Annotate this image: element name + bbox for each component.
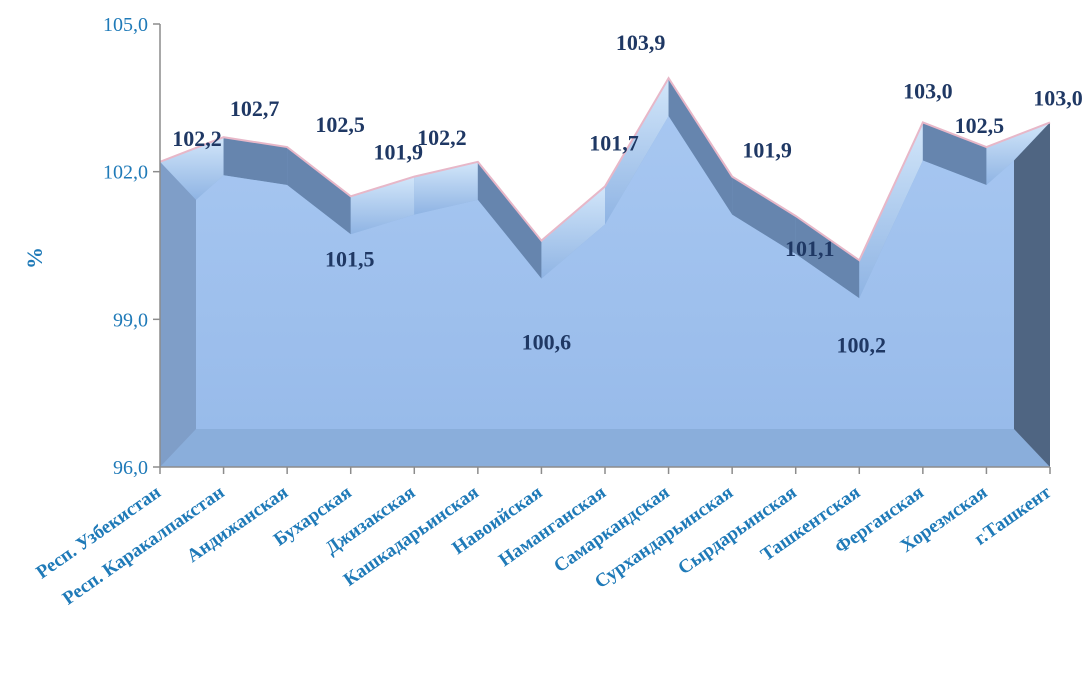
data-label: 102,2 <box>172 126 222 151</box>
area-top-segment <box>732 176 796 254</box>
data-label: 103,0 <box>903 78 953 103</box>
data-label: 101,1 <box>785 236 835 261</box>
area-top-segment <box>414 161 478 215</box>
area-top-segment <box>541 186 605 279</box>
area-top-segment <box>795 215 860 299</box>
data-label: 102,7 <box>230 96 280 121</box>
data-label: 101,5 <box>325 246 375 271</box>
data-label: 100,6 <box>522 330 572 355</box>
area-top-segment <box>605 78 669 225</box>
area-top-segment <box>922 122 987 186</box>
area-top-segment <box>477 161 542 279</box>
data-label: 102,5 <box>955 113 1005 138</box>
area-top-segment <box>160 137 224 200</box>
y-axis: % 96,0 99,0 102,0 105,0 <box>22 14 161 479</box>
y-tick-label: 105,0 <box>103 14 148 36</box>
data-label: 102,5 <box>315 112 365 137</box>
data-labels: 102,2102,7102,5101,5101,9102,2100,6101,7… <box>172 30 1083 357</box>
area-top-segment <box>859 122 923 299</box>
data-label: 100,2 <box>837 332 887 357</box>
data-label: 101,9 <box>374 140 424 165</box>
area-front-face <box>196 116 1014 430</box>
data-label: 101,9 <box>742 138 792 163</box>
area-top-segment <box>287 147 351 235</box>
area-top-segment <box>668 78 733 215</box>
y-axis-label: % <box>22 247 47 269</box>
plot-area <box>159 76 1051 468</box>
data-label: 101,7 <box>589 130 639 155</box>
area-top-segment <box>350 176 415 235</box>
area-right-cap <box>1014 122 1050 467</box>
y-tick-label: 99,0 <box>113 309 148 331</box>
series-line <box>159 76 1051 262</box>
y-tick-label: 96,0 <box>113 457 148 479</box>
area-top-segment <box>223 137 288 186</box>
y-tick-label: 102,0 <box>103 162 148 184</box>
data-label: 102,2 <box>417 125 467 150</box>
area-left-cap <box>160 161 196 468</box>
data-label: 103,9 <box>616 30 666 55</box>
data-label: 103,0 <box>1033 85 1083 110</box>
area-top-segment <box>986 122 1050 186</box>
